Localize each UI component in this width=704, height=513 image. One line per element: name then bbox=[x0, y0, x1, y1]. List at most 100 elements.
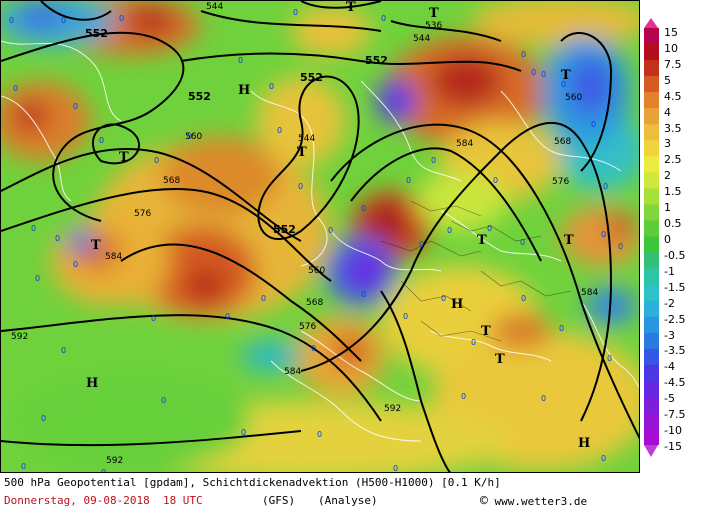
zero-line-label: 0 bbox=[521, 294, 526, 303]
zero-line-label: 0 bbox=[293, 8, 298, 17]
zero-line-label: 0 bbox=[431, 156, 436, 165]
zero-line-label: 0 bbox=[277, 126, 282, 135]
colorbar-label: 7.5 bbox=[664, 57, 682, 71]
zero-line-label: 0 bbox=[119, 14, 124, 23]
contour-label: 568 bbox=[554, 137, 571, 147]
colorbar-cell bbox=[644, 300, 659, 318]
contour-label: 544 bbox=[413, 34, 430, 44]
zero-line-label: 0 bbox=[13, 84, 18, 93]
colorbar-label: 10 bbox=[664, 41, 678, 55]
colorbar-cell bbox=[644, 252, 659, 270]
colorbar bbox=[644, 28, 659, 445]
colorbar-cell bbox=[644, 188, 659, 205]
low-pressure-marker: T bbox=[429, 6, 439, 21]
zero-line-label: 0 bbox=[269, 82, 274, 91]
weather-map: 552 552 552 552 552 560 560 560 568 568 … bbox=[0, 0, 640, 473]
low-pressure-marker: T bbox=[561, 68, 571, 83]
colorbar-label: 2 bbox=[664, 169, 671, 183]
colorbar-label: 2.5 bbox=[664, 153, 682, 167]
contour-label: 544 bbox=[206, 2, 223, 12]
zero-line-label: 0 bbox=[187, 132, 192, 141]
zero-line-label: 0 bbox=[151, 314, 156, 323]
colorbar-label: 3 bbox=[664, 137, 671, 151]
contour-label: 552 bbox=[188, 90, 211, 103]
zero-line-label: 0 bbox=[618, 242, 623, 251]
low-pressure-marker: T bbox=[346, 1, 356, 15]
zero-line-label: 0 bbox=[520, 238, 525, 247]
contour-label: 576 bbox=[134, 209, 151, 219]
contour-label: 568 bbox=[306, 298, 323, 308]
model-name: (GFS) bbox=[262, 494, 296, 507]
contour-label: 576 bbox=[299, 322, 316, 332]
low-pressure-marker: T bbox=[495, 352, 505, 367]
zero-line-label: 0 bbox=[406, 176, 411, 185]
colorbar-label: 1.5 bbox=[664, 185, 682, 199]
colorbar-cell bbox=[644, 28, 659, 45]
zero-line-label: 0 bbox=[61, 16, 66, 25]
zero-line-label: 0 bbox=[317, 430, 322, 439]
colorbar-cell bbox=[644, 332, 659, 350]
colorbar-label: 4.5 bbox=[664, 89, 682, 103]
contour-label: 552 bbox=[85, 27, 108, 40]
zero-line-label: 0 bbox=[493, 176, 498, 185]
contour-label: 592 bbox=[106, 456, 123, 466]
colorbar-cell bbox=[644, 236, 659, 254]
colorbar-cell bbox=[644, 156, 659, 173]
contour-label: 592 bbox=[11, 332, 28, 342]
colorbar-label: -4.5 bbox=[664, 376, 686, 390]
zero-line-label: 0 bbox=[471, 338, 476, 347]
colorbar-label: -2 bbox=[664, 296, 675, 310]
colorbar-cell bbox=[644, 380, 659, 398]
contour-label: 560 bbox=[565, 93, 582, 103]
contour-label: 584 bbox=[581, 288, 598, 298]
zero-line-label: 0 bbox=[31, 224, 36, 233]
zero-line-label: 0 bbox=[601, 454, 606, 463]
copyright-link[interactable]: www.wetter3.de bbox=[494, 495, 588, 508]
contour-label: 552 bbox=[365, 54, 388, 67]
low-pressure-marker: T bbox=[477, 233, 487, 248]
colorbar-cell bbox=[644, 92, 659, 109]
contour-label: 576 bbox=[552, 177, 569, 187]
contour-label: 584 bbox=[284, 367, 301, 377]
zero-line-label: 0 bbox=[261, 294, 266, 303]
copyright[interactable]: © www.wetter3.de bbox=[480, 494, 587, 509]
zero-line-label: 0 bbox=[487, 224, 492, 233]
colorbar-cell bbox=[644, 108, 659, 125]
contour-label: 544 bbox=[298, 134, 315, 144]
colorbar-label: -2.5 bbox=[664, 312, 686, 326]
zero-line-label: 0 bbox=[35, 274, 40, 283]
zero-line-label: 0 bbox=[21, 462, 26, 471]
zero-line-label: 0 bbox=[419, 240, 424, 249]
zero-line-label: 0 bbox=[403, 312, 408, 321]
zero-line-label: 0 bbox=[161, 396, 166, 405]
colorbar-label: 3.5 bbox=[664, 121, 682, 135]
contour-label: 536 bbox=[425, 21, 442, 31]
zero-line-label: 0 bbox=[361, 204, 366, 213]
contour-labels: 552 552 552 552 552 560 560 560 568 568 … bbox=[11, 2, 598, 466]
colorbar-cell bbox=[644, 396, 659, 414]
colorbar-label: -0.5 bbox=[664, 248, 686, 262]
colorbar-label: -4 bbox=[664, 360, 675, 374]
zero-line-label: 0 bbox=[601, 230, 606, 239]
colorbar-cell bbox=[644, 364, 659, 382]
colorbar-label: -15 bbox=[664, 440, 682, 453]
colorbar-cell bbox=[644, 204, 659, 221]
zero-line-label: 0 bbox=[441, 294, 446, 303]
zero-line-label: 0 bbox=[561, 80, 566, 89]
high-pressure-marker: H bbox=[578, 436, 590, 451]
colorbar-label: -1.5 bbox=[664, 280, 686, 294]
colorbar-cell bbox=[644, 220, 659, 237]
zero-line-label: 0 bbox=[311, 344, 316, 353]
zero-line-label: 0 bbox=[381, 14, 386, 23]
contour-label: 584 bbox=[105, 252, 122, 262]
zero-line-label: 0 bbox=[101, 468, 106, 473]
zero-line-label: 0 bbox=[607, 354, 612, 363]
zero-line-label: 0 bbox=[393, 464, 398, 473]
colorbar-label: -7.5 bbox=[664, 408, 686, 422]
colorbar-bottom-arrow bbox=[644, 445, 658, 457]
colorbar-label: 0.5 bbox=[664, 217, 682, 231]
zero-line-label: 0 bbox=[541, 70, 546, 79]
low-pressure-marker: T bbox=[297, 145, 307, 160]
zero-line-label: 0 bbox=[241, 428, 246, 437]
zero-line-label: 0 bbox=[73, 260, 78, 269]
